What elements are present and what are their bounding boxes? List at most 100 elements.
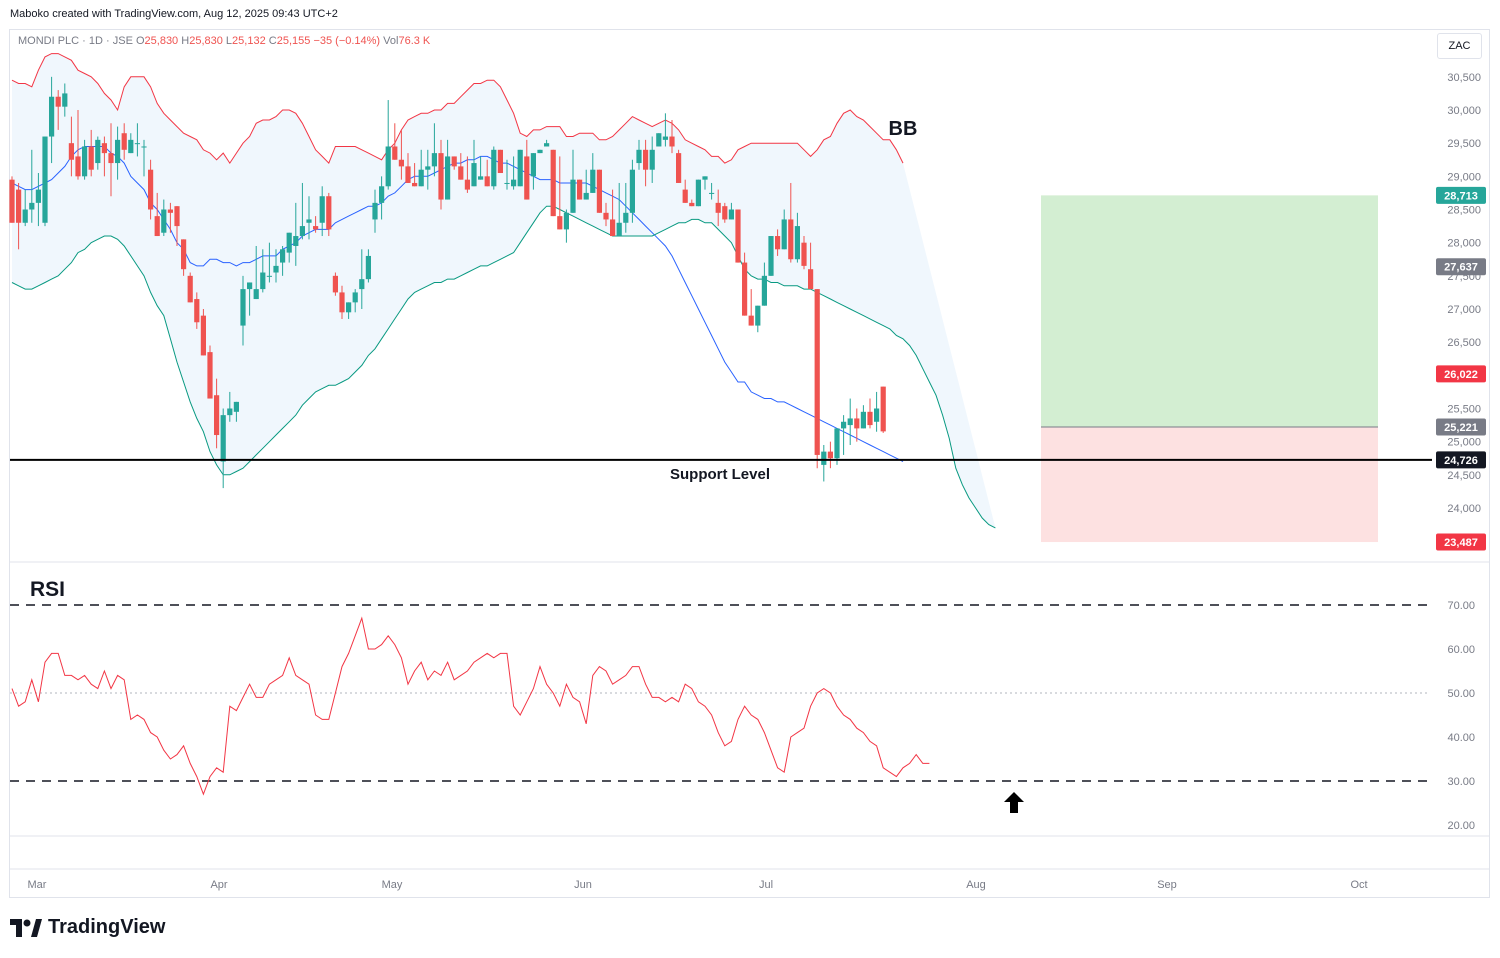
support-label: Support Level <box>670 466 770 483</box>
candle-body <box>154 216 160 237</box>
candle-body <box>82 146 88 177</box>
candle-body <box>550 149 556 217</box>
candle-body <box>128 139 134 154</box>
candle-body <box>682 189 688 203</box>
bb-basis-line <box>11 146 904 463</box>
candle-body <box>808 269 814 290</box>
rsi-tick-label: 70.00 <box>1447 600 1475 612</box>
price-tick-label: 28,000 <box>1447 238 1481 250</box>
candle-body <box>854 418 860 429</box>
candle-body <box>280 249 286 263</box>
symbol-name: MONDI PLC · 1D · JSE <box>18 35 133 47</box>
candle-body <box>306 219 312 223</box>
candle-body <box>29 202 35 210</box>
candle-body <box>689 202 695 207</box>
high-value: 25,830 <box>189 35 223 47</box>
price-tick-label: 28,500 <box>1447 205 1481 217</box>
price-badge <box>1436 418 1486 436</box>
candle-body <box>326 196 332 230</box>
candle-body <box>62 93 68 107</box>
candle-body <box>332 275 338 293</box>
brand-name: TradingView <box>48 916 166 938</box>
candle-body <box>537 149 543 154</box>
price-tick-label: 25,000 <box>1447 437 1481 449</box>
candle-body <box>702 176 708 180</box>
candle-body <box>352 292 358 303</box>
price-tick-label: 29,000 <box>1447 171 1481 183</box>
candle-body <box>847 418 853 426</box>
tradingview-logo[interactable]: TradingView <box>10 916 165 939</box>
candle-body <box>544 143 550 147</box>
candle-body <box>313 226 319 230</box>
change-value: −35 (−0.14%) <box>313 35 381 47</box>
candle-body <box>775 236 781 250</box>
candle-body <box>22 209 28 223</box>
candle-body <box>227 408 233 416</box>
candle-body <box>656 133 662 147</box>
price-tick-label: 24,000 <box>1447 503 1481 515</box>
candle-body <box>583 192 589 200</box>
candle-body <box>610 219 616 237</box>
candle-body <box>293 236 299 246</box>
time-tick-label: Mar <box>28 879 47 891</box>
candle-body <box>398 159 404 167</box>
candle-body <box>794 226 800 260</box>
candle-body <box>405 166 411 183</box>
time-tick-label: May <box>382 879 403 891</box>
candle-body <box>233 401 239 412</box>
candle-body <box>253 289 259 300</box>
profit-zone <box>1041 195 1378 428</box>
open-label: O <box>135 35 145 47</box>
price-tick-label: 26,500 <box>1447 337 1481 349</box>
candle-body <box>827 451 833 459</box>
candle-body <box>478 176 484 180</box>
candle-body <box>735 209 741 263</box>
candle-body <box>788 219 794 260</box>
candle-body <box>695 179 701 207</box>
candle-body <box>709 192 715 194</box>
candle-body <box>68 143 74 160</box>
bb-label: BB <box>889 118 918 140</box>
candle-body <box>761 275 767 306</box>
candle-body <box>174 206 180 227</box>
candle-body <box>867 411 873 426</box>
bb-fill <box>12 53 996 528</box>
candle-body <box>590 169 596 193</box>
price-badge <box>1436 258 1486 276</box>
bb-upper-line <box>11 53 904 165</box>
candle-body <box>9 179 15 223</box>
currency-button[interactable]: ZAC <box>1437 33 1482 59</box>
candle-body <box>821 451 827 465</box>
candle-body <box>841 421 847 429</box>
high-label: H <box>181 35 190 47</box>
candle-body <box>570 179 576 213</box>
candle-body <box>181 239 187 270</box>
candle-body <box>781 219 787 250</box>
candle-body <box>247 282 253 290</box>
candle-body <box>95 139 101 164</box>
candle-body <box>266 275 272 277</box>
candle-body <box>372 202 378 220</box>
price-badge <box>1436 533 1486 551</box>
candle-body <box>445 156 451 200</box>
stop-zone <box>1041 427 1378 543</box>
candle-body <box>629 169 635 213</box>
candle-body <box>748 315 754 326</box>
price-badge-label: 26,022 <box>1444 369 1478 381</box>
candle-body <box>319 196 325 223</box>
candle-body <box>524 156 530 200</box>
candle-body <box>603 212 609 220</box>
low-label: L <box>225 35 233 47</box>
candle-body <box>431 153 437 167</box>
candle-body <box>200 315 206 356</box>
candle-body <box>643 149 649 170</box>
chart-credit: Maboko created with TradingView.com, Aug… <box>10 8 338 20</box>
candle-body <box>623 212 629 223</box>
vol-value: 76.3 K <box>398 35 431 47</box>
price-badge-label: 24,726 <box>1444 455 1478 467</box>
candle-body <box>286 232 292 253</box>
candle-body <box>834 428 840 459</box>
price-badge-label: 27,637 <box>1444 262 1478 274</box>
symbol-legend: MONDI PLC · 1D · JSE O25,830 H25,830 L25… <box>18 35 430 47</box>
